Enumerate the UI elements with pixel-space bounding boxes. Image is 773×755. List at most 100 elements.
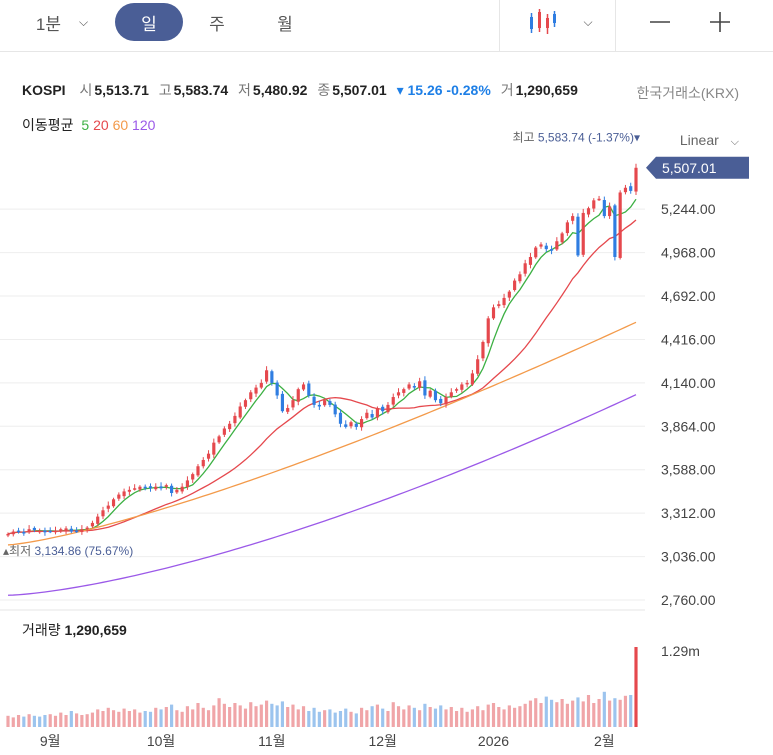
volume-bar bbox=[154, 707, 158, 727]
tab-weekly[interactable]: 주 bbox=[195, 0, 239, 44]
zoom-in-button[interactable] bbox=[700, 0, 740, 44]
volume-bar bbox=[59, 712, 63, 727]
volume-bar bbox=[534, 698, 538, 727]
candle-body bbox=[201, 459, 205, 467]
candle-body bbox=[212, 442, 216, 455]
volume-bar bbox=[354, 713, 358, 727]
volume-bar bbox=[53, 715, 58, 727]
ma-60-label: 60 bbox=[112, 117, 129, 133]
min-marker-value: 3,134.86 (75.67%) bbox=[34, 544, 133, 558]
candle-body bbox=[159, 486, 163, 489]
volume-bar bbox=[243, 708, 248, 727]
volume-bar bbox=[560, 699, 564, 727]
volume-bar bbox=[476, 706, 480, 727]
candle-body bbox=[418, 381, 422, 388]
last-price-badge bbox=[646, 156, 749, 179]
volume-bar bbox=[69, 711, 73, 727]
candle-body bbox=[581, 212, 585, 255]
candle-body bbox=[597, 198, 601, 201]
candle-body bbox=[386, 404, 390, 413]
divider bbox=[615, 0, 616, 52]
y-tick-label: 3,864.00 bbox=[661, 418, 716, 434]
candle-body bbox=[338, 412, 343, 424]
volume-bar bbox=[565, 703, 569, 727]
ma-120-label: 120 bbox=[132, 117, 156, 133]
y-tick-label: 4,140.00 bbox=[661, 375, 716, 391]
volume-bar bbox=[148, 711, 153, 727]
volume-bar bbox=[254, 706, 258, 727]
y-axis-labels: 2,760.00 3,036.00 3,312.00 3,588.00 3,864.00… bbox=[661, 201, 716, 608]
volume-bar bbox=[265, 700, 269, 727]
tab-daily[interactable]: 일 bbox=[115, 3, 183, 41]
volume-bar bbox=[592, 703, 596, 727]
x-axis-labels: 9월 10월 11월 12월 2026 2월 bbox=[40, 733, 615, 749]
tab-monthly-label: 월 bbox=[277, 14, 293, 34]
volume-bar bbox=[359, 707, 364, 727]
candle-body bbox=[586, 208, 591, 215]
candle-body bbox=[502, 297, 506, 306]
low-value: 5,480.92 bbox=[252, 82, 308, 98]
chart-type-select[interactable]: ⌵ bbox=[515, 0, 605, 44]
volume-bar bbox=[228, 707, 232, 727]
volume-bar bbox=[602, 691, 606, 727]
close-label: 종 bbox=[317, 82, 331, 98]
volume-bar bbox=[412, 707, 416, 727]
volume-bar bbox=[317, 711, 321, 727]
candle-body bbox=[175, 489, 179, 493]
candle-body bbox=[608, 206, 612, 217]
volume-bar bbox=[64, 715, 68, 727]
volume-bar bbox=[275, 705, 279, 727]
candle-body bbox=[476, 359, 480, 374]
volume-bar bbox=[6, 715, 10, 727]
volume-bar bbox=[549, 699, 554, 727]
volume-bar bbox=[428, 707, 432, 727]
candle-body bbox=[592, 200, 596, 209]
y-tick-label: 3,588.00 bbox=[661, 462, 716, 478]
candle-body bbox=[391, 397, 395, 405]
volume-bar bbox=[307, 711, 311, 727]
candle-body bbox=[75, 530, 79, 533]
candle-body bbox=[196, 466, 200, 476]
volume-bar bbox=[291, 704, 295, 727]
candle-body bbox=[301, 384, 306, 390]
candle-body bbox=[412, 386, 416, 388]
candle-body bbox=[539, 244, 543, 247]
candle-body bbox=[513, 280, 517, 291]
candle-body bbox=[549, 249, 554, 251]
candle-body bbox=[249, 392, 253, 400]
volume-bar bbox=[122, 708, 126, 727]
zoom-out-button[interactable] bbox=[640, 0, 680, 44]
volume-bar bbox=[555, 702, 559, 727]
volume-bar bbox=[439, 705, 443, 727]
candle-body bbox=[228, 423, 232, 430]
volume-bar bbox=[96, 709, 100, 727]
ma60-line bbox=[7, 321, 637, 546]
candle-body bbox=[439, 398, 443, 404]
volume-bar bbox=[470, 709, 474, 727]
volume-bar bbox=[301, 706, 306, 727]
volume-bar bbox=[381, 708, 385, 727]
volume-bar bbox=[80, 715, 84, 727]
candle-body bbox=[69, 528, 73, 532]
volume-bar bbox=[32, 715, 36, 727]
volume-bar bbox=[164, 707, 168, 727]
volume-bar bbox=[159, 709, 163, 727]
volume-bar bbox=[143, 711, 147, 727]
min-price-marker: ▴최저 3,134.86 (75.67%) bbox=[3, 544, 133, 558]
candle-body bbox=[349, 422, 353, 427]
volume-bar bbox=[233, 703, 237, 727]
volume-bar bbox=[180, 711, 184, 727]
candle-body bbox=[6, 533, 10, 536]
volume-bar bbox=[323, 710, 327, 727]
candle-body bbox=[365, 412, 369, 419]
ma5-line bbox=[7, 198, 637, 535]
volume-bar bbox=[449, 707, 453, 727]
volume-bar bbox=[513, 707, 517, 727]
interval-select[interactable]: 1분 ⌵ bbox=[22, 0, 102, 44]
candle-body bbox=[27, 529, 31, 533]
tab-monthly[interactable]: 월 bbox=[263, 0, 307, 44]
volume-bar bbox=[75, 713, 79, 727]
volume-bar bbox=[280, 701, 285, 727]
scale-mode-select[interactable]: Linear ⌵ bbox=[680, 132, 739, 149]
